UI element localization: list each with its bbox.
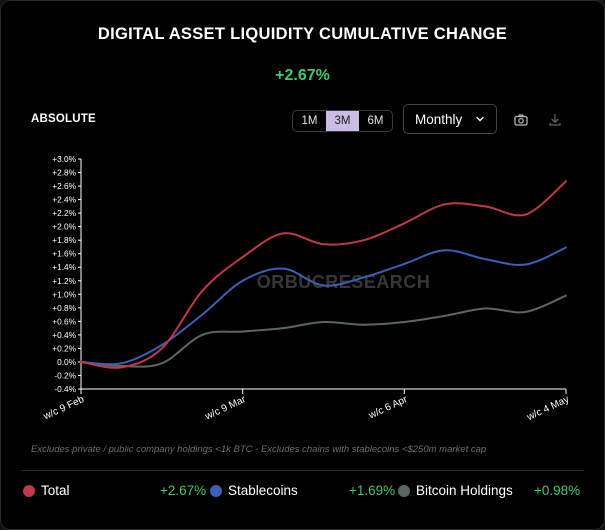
footnote: Excludes private / public company holdin… [31, 444, 487, 455]
camera-icon[interactable] [513, 112, 529, 128]
range-3m-button[interactable]: 3M [326, 111, 359, 131]
chart-title: DIGITAL ASSET LIQUIDITY CUMULATIVE CHANG… [97, 25, 508, 43]
x-tick-label: w/c 4 May [525, 394, 571, 423]
total-dot-icon [23, 484, 35, 497]
y-tick-label: +1.8% [52, 235, 76, 245]
legend-label-stablecoins: Stablecoins [228, 483, 298, 498]
stablecoins-dot-icon [210, 484, 222, 497]
x-tick-label: w/c 9 Mar [203, 394, 248, 423]
legend-item-stablecoins[interactable]: Stablecoins [210, 483, 298, 498]
interval-select[interactable]: Monthly [403, 104, 497, 134]
x-tick-label: w/c 6 Apr [366, 394, 409, 422]
x-tick-label: w/c 9 Feb [41, 394, 86, 423]
y-tick-label: +1.4% [52, 262, 76, 272]
y-tick-label: +0.4% [52, 330, 76, 340]
y-tick-label: +0.6% [52, 316, 76, 326]
series-line-stablecoins [80, 246, 567, 366]
y-tick-label: +0.8% [52, 303, 76, 313]
bitcoin-holdings-dot-icon [398, 484, 410, 497]
watermark: ORBUCRESEARCH [257, 272, 431, 292]
y-tick-label: +3.0% [52, 154, 76, 164]
mode-toggle-label[interactable]: ABSOLUTE [31, 113, 96, 125]
y-tick-label: +0.2% [52, 343, 76, 353]
legend-label-total: Total [41, 483, 70, 498]
range-6m-button[interactable]: 6M [367, 115, 384, 127]
y-tick-label: +1.6% [52, 249, 76, 259]
line-chart: ORBUCRESEARCH +3.0% +2.8% +2.6% +2.4% +2.2% +… [41, 154, 571, 423]
y-tick-label: +2.2% [52, 208, 76, 218]
legend-value-total: +2.67% [160, 483, 207, 498]
y-tick-label: +1.0% [52, 289, 76, 299]
headline-change: +2.67% [275, 67, 330, 84]
y-tick-label: -0.2% [54, 370, 76, 380]
series-lines [80, 180, 567, 369]
legend-value-stablecoins: +1.69% [349, 483, 396, 498]
download-icon[interactable] [547, 112, 563, 128]
legend-label-bitcoin-holdings: Bitcoin Holdings [416, 483, 513, 498]
y-tick-label: +1.2% [52, 276, 76, 286]
range-selector: 1M 3M 6M [292, 110, 393, 132]
legend-value-bitcoin-holdings: +0.98% [534, 483, 581, 498]
interval-value: Monthly [415, 111, 463, 127]
series-line-total [80, 180, 567, 369]
chevron-down-icon [476, 116, 484, 122]
y-tick-label: +2.6% [52, 181, 76, 191]
y-tick-label: -0.4% [54, 384, 76, 394]
legend-item-total[interactable]: Total [23, 483, 70, 498]
legend-item-bitcoin-holdings[interactable]: Bitcoin Holdings [398, 483, 513, 498]
series-line-bitcoin-holdings [80, 294, 567, 368]
legend-divider [21, 470, 584, 471]
y-tick-label: +2.8% [52, 168, 76, 178]
range-1m-button[interactable]: 1M [301, 115, 318, 127]
y-tick-label: +2.0% [52, 222, 76, 232]
y-tick-label: 0.0% [57, 357, 77, 367]
y-tick-label: +2.4% [52, 195, 76, 205]
